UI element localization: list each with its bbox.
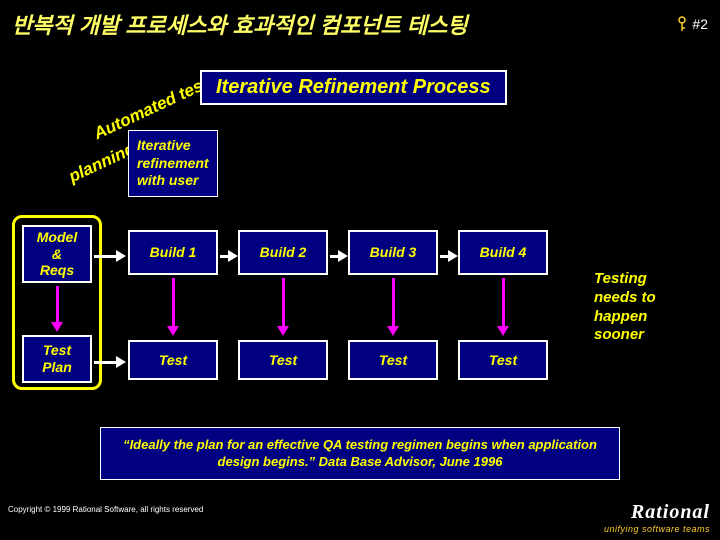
arrow-build2-to-test2 bbox=[277, 278, 289, 336]
test-3-box: Test bbox=[348, 340, 438, 380]
logo-brand: Rational bbox=[604, 501, 710, 524]
iterative-refinement-box: Iterative refinement with user bbox=[128, 130, 218, 197]
iterative-title: Iterative Refinement Process bbox=[200, 70, 507, 105]
build-1-box: Build 1 bbox=[128, 230, 218, 275]
key-icon bbox=[676, 16, 688, 32]
side-note: Testing needs to happen sooner bbox=[594, 270, 694, 345]
test-4-box: Test bbox=[458, 340, 548, 380]
model-reqs-box: Model & Reqs bbox=[22, 225, 92, 283]
arrow-model-to-build1 bbox=[94, 250, 126, 262]
build-3-box: Build 3 bbox=[348, 230, 438, 275]
test-plan-box: Test Plan bbox=[22, 335, 92, 383]
arrow-build4-to-test4 bbox=[497, 278, 509, 336]
arrow-build1-to-build2 bbox=[220, 250, 238, 262]
copyright-text: Copyright © 1999 Rational Software, all … bbox=[8, 505, 203, 514]
quote-box: “Ideally the plan for an effective QA te… bbox=[100, 427, 620, 480]
page-number: #2 bbox=[676, 16, 708, 32]
build-2-box: Build 2 bbox=[238, 230, 328, 275]
arrow-build3-to-build4 bbox=[440, 250, 458, 262]
arrow-build2-to-build3 bbox=[330, 250, 348, 262]
page-number-text: #2 bbox=[692, 16, 708, 32]
test-1-box: Test bbox=[128, 340, 218, 380]
arrow-build1-to-test1 bbox=[167, 278, 179, 336]
build-4-box: Build 4 bbox=[458, 230, 548, 275]
arrow-build3-to-test3 bbox=[387, 278, 399, 336]
arrow-testplan-to-test1 bbox=[94, 356, 126, 368]
test-2-box: Test bbox=[238, 340, 328, 380]
logo-area: Rational unifying software teams bbox=[604, 501, 710, 534]
logo-tagline: unifying software teams bbox=[604, 524, 710, 534]
arrow-model-to-testplan bbox=[51, 286, 63, 332]
page-title: 반복적 개발 프로세스와 효과적인 컴포넌트 테스팅 bbox=[12, 8, 468, 40]
iterative-refinement-text: Iterative refinement with user bbox=[137, 137, 209, 188]
title-bar: 반복적 개발 프로세스와 효과적인 컴포넌트 테스팅 #2 bbox=[0, 0, 720, 48]
